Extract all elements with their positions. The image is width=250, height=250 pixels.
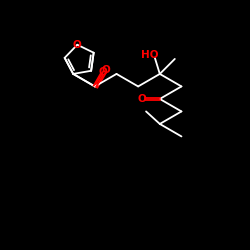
- Text: O: O: [73, 40, 82, 50]
- Text: O: O: [102, 65, 110, 75]
- Text: HO: HO: [140, 50, 158, 60]
- Text: O: O: [98, 67, 107, 77]
- Text: O: O: [138, 94, 146, 104]
